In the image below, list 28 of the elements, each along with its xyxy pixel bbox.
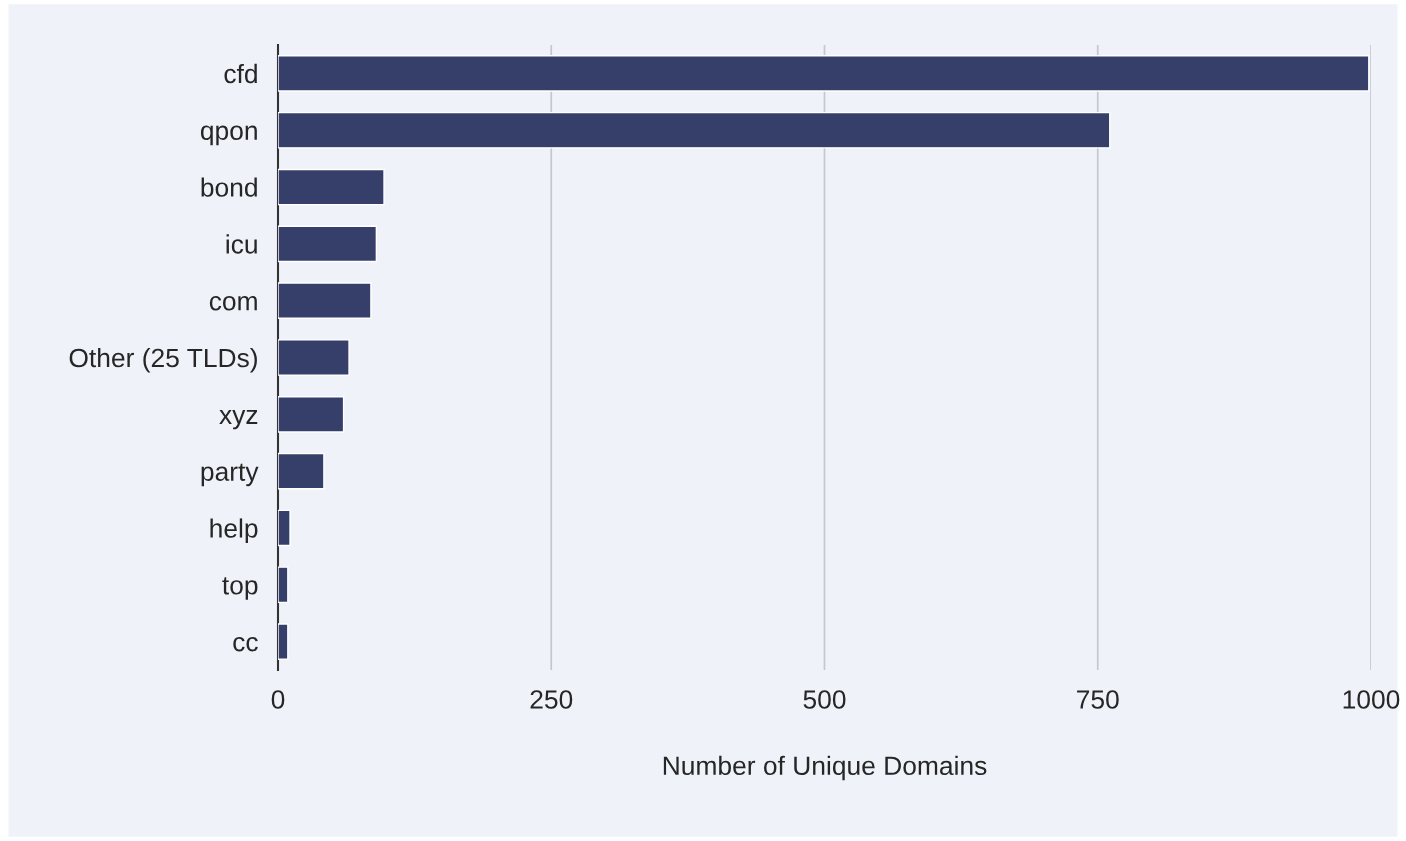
y-tick-label: bond — [201, 177, 257, 197]
y-tick-label: icu — [226, 234, 257, 254]
y-tick-label: com — [209, 296, 257, 311]
bar — [278, 339, 350, 376]
bar — [278, 623, 289, 660]
y-tick-label: cfd — [224, 63, 257, 84]
bar — [278, 452, 325, 490]
y-tick-label: xyz — [219, 409, 258, 430]
y-tick-label: top — [222, 577, 258, 600]
bar — [278, 566, 289, 604]
x-tick-label: 500 — [803, 690, 846, 709]
bar — [278, 509, 291, 547]
y-tick-label: Other (25 TLDs) — [69, 347, 257, 373]
x-tick-label: 750 — [1077, 690, 1119, 709]
bar — [278, 111, 1111, 149]
y-tick-label: cc — [233, 636, 258, 652]
x-tick-label: 0 — [271, 690, 285, 709]
x-axis-title: Number of Unique Domains — [663, 755, 987, 781]
y-tick-label: party — [201, 463, 259, 487]
x-tick-label: 1000 — [1343, 690, 1400, 709]
y-tick-label: help — [210, 518, 258, 543]
bar — [278, 55, 1370, 92]
bar — [278, 168, 385, 206]
x-tick-label: 250 — [530, 690, 573, 709]
bar — [278, 225, 378, 263]
bar — [278, 282, 372, 319]
y-tick-label: qpon — [200, 125, 257, 146]
bar — [278, 396, 345, 433]
